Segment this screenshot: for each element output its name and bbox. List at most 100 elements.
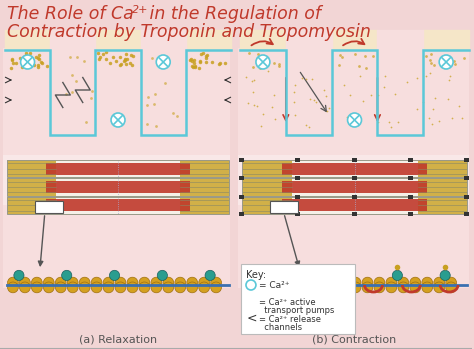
Bar [180,160,229,177]
Circle shape [255,282,265,293]
Circle shape [199,282,210,293]
Bar [464,158,469,162]
Circle shape [91,277,102,288]
Circle shape [115,277,126,288]
Bar [46,199,190,211]
Circle shape [302,282,313,293]
Circle shape [278,277,289,288]
Circle shape [103,277,114,288]
Bar [352,158,356,162]
Circle shape [362,277,373,288]
Circle shape [434,282,445,293]
Circle shape [115,282,126,293]
Circle shape [386,282,397,293]
Circle shape [291,277,301,288]
Circle shape [211,282,221,293]
Circle shape [362,282,373,293]
Circle shape [127,282,138,293]
Text: <: < [247,312,257,325]
Circle shape [347,113,362,127]
Circle shape [374,277,385,288]
Circle shape [163,277,173,288]
Bar [464,176,469,180]
Bar [418,197,467,214]
Circle shape [19,277,30,288]
Circle shape [398,277,409,288]
Bar [242,160,467,177]
Bar [295,195,300,199]
Bar [242,178,467,196]
Bar [46,181,190,193]
Bar [3,48,230,288]
Bar [7,160,229,177]
Text: (b) Contraction: (b) Contraction [312,334,397,344]
Bar [7,197,229,214]
Bar [408,195,413,199]
Circle shape [249,270,259,281]
Circle shape [246,296,256,306]
Bar [238,155,469,205]
Bar [7,178,229,196]
Bar [418,178,467,196]
FancyBboxPatch shape [241,264,355,334]
Circle shape [255,277,265,288]
Bar [7,160,229,177]
Circle shape [79,282,90,293]
Bar [270,201,298,213]
Circle shape [139,277,150,288]
Bar [7,178,229,196]
Circle shape [14,270,24,281]
Bar [7,178,56,196]
Circle shape [91,282,102,293]
Bar [242,197,467,214]
Circle shape [199,277,210,288]
Circle shape [55,282,66,293]
Circle shape [156,55,170,69]
Circle shape [67,277,78,288]
Bar [464,212,469,216]
Circle shape [8,282,18,293]
Bar [295,176,300,180]
Text: Key:: Key: [246,270,266,280]
Circle shape [422,277,433,288]
Circle shape [386,277,397,288]
Circle shape [20,55,35,69]
Bar [295,212,300,216]
Circle shape [434,277,445,288]
Circle shape [175,282,186,293]
Circle shape [62,270,72,281]
Bar [242,160,292,177]
Circle shape [211,277,221,288]
Bar [242,197,292,214]
Bar [180,178,229,196]
Circle shape [314,277,325,288]
Circle shape [157,270,167,281]
Bar [408,158,413,162]
Circle shape [392,270,402,281]
Text: 2+: 2+ [132,5,149,15]
Bar [180,197,229,214]
Circle shape [175,277,186,288]
Circle shape [350,282,361,293]
Bar [46,163,190,175]
Bar [238,48,469,288]
Bar [7,197,229,214]
Circle shape [350,277,361,288]
Bar [239,158,244,162]
Circle shape [44,277,54,288]
Circle shape [326,282,337,293]
Bar [282,163,428,175]
Bar [352,212,356,216]
Text: in the Regulation of: in the Regulation of [145,5,321,23]
Text: = Ca²⁺ release: = Ca²⁺ release [259,315,321,324]
Circle shape [31,277,42,288]
Circle shape [338,282,349,293]
Circle shape [256,55,270,69]
Circle shape [111,113,125,127]
Circle shape [19,282,30,293]
Bar [282,181,428,193]
Bar [239,195,244,199]
Bar [242,178,292,196]
Bar [239,212,244,216]
Circle shape [278,282,289,293]
